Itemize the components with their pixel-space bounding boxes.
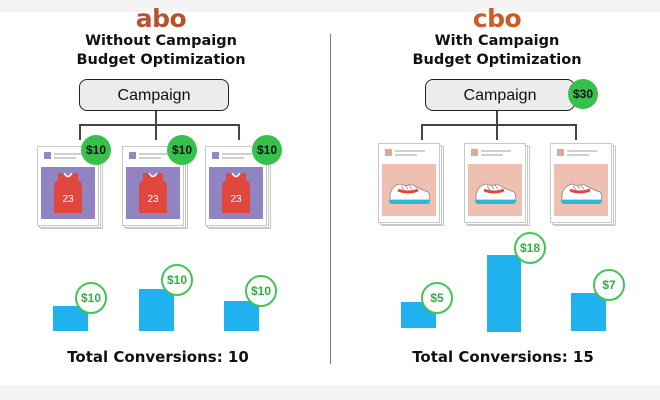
- abo-tree-bar: [79, 124, 239, 126]
- sneaker-icon: [554, 164, 608, 216]
- cbo-tree-bar: [421, 124, 576, 126]
- abo-tree-drop-3: [238, 124, 240, 140]
- abo-spend-label-3: $10: [245, 275, 277, 307]
- cbo-tree-stem: [496, 111, 498, 124]
- cbo-spend-label-2: $18: [514, 232, 546, 264]
- panel-divider: [330, 34, 331, 364]
- cbo-subtitle: With Campaign Budget Optimization: [377, 32, 617, 70]
- cbo-ad-set-card-3: [550, 143, 618, 227]
- abo-ad-set-budget-2: $10: [167, 135, 197, 165]
- abo-tree-drop-1: [79, 124, 81, 140]
- sneaker-icon: [382, 164, 436, 216]
- abo-spend-bar-2: [139, 289, 174, 331]
- abo-tree-stem: [155, 111, 157, 124]
- cbo-subtitle-line1: With Campaign: [434, 33, 560, 49]
- abo-campaign-box: Campaign: [79, 79, 229, 111]
- abo-spend-label-1: $10: [75, 282, 107, 314]
- cbo-ad-set-card-1: [378, 143, 446, 227]
- cbo-brand-title: cbo: [472, 4, 522, 33]
- abo-ad-set-card-1: 23: [37, 146, 105, 230]
- bottom-band: [0, 385, 660, 400]
- cbo-spend-bar-2: [487, 255, 521, 332]
- jersey-number: 23: [147, 194, 159, 205]
- top-band: [0, 0, 660, 12]
- abo-ad-set-card-3: 23: [205, 146, 273, 230]
- abo-subtitle: Without Campaign Budget Optimization: [41, 32, 281, 70]
- abo-total-conversions: Total Conversions: 10: [67, 348, 249, 366]
- cbo-campaign-budget: $30: [568, 79, 598, 109]
- cbo-ad-set-card-2: [464, 143, 532, 227]
- abo-spend-bar-3: [224, 301, 259, 331]
- cbo-tree-drop-3: [575, 124, 577, 140]
- abo-ad-set-budget-3: $10: [252, 135, 282, 165]
- jersey-icon: 23: [126, 167, 180, 219]
- cbo-tree-drop-2: [496, 124, 498, 140]
- cbo-tree-drop-1: [421, 124, 423, 140]
- jersey-number: 23: [230, 194, 242, 205]
- cbo-campaign-box: Campaign: [425, 79, 575, 111]
- cbo-subtitle-line2: Budget Optimization: [412, 52, 582, 68]
- cbo-spend-label-3: $7: [593, 269, 625, 301]
- cbo-total-conversions: Total Conversions: 15: [412, 348, 594, 366]
- abo-spend-label-2: $10: [161, 264, 193, 296]
- abo-ad-set-budget-1: $10: [81, 135, 111, 165]
- abo-subtitle-line1: Without Campaign: [85, 33, 237, 49]
- jersey-icon: 23: [41, 167, 95, 219]
- abo-brand-title: abo: [135, 4, 187, 33]
- jersey-number: 23: [62, 194, 74, 205]
- cbo-spend-bar-3: [571, 293, 606, 331]
- abo-subtitle-line2: Budget Optimization: [76, 52, 246, 68]
- cbo-spend-label-1: $5: [421, 282, 453, 314]
- jersey-icon: 23: [209, 167, 263, 219]
- sneaker-icon: [468, 164, 522, 216]
- abo-tree-drop-2: [155, 124, 157, 140]
